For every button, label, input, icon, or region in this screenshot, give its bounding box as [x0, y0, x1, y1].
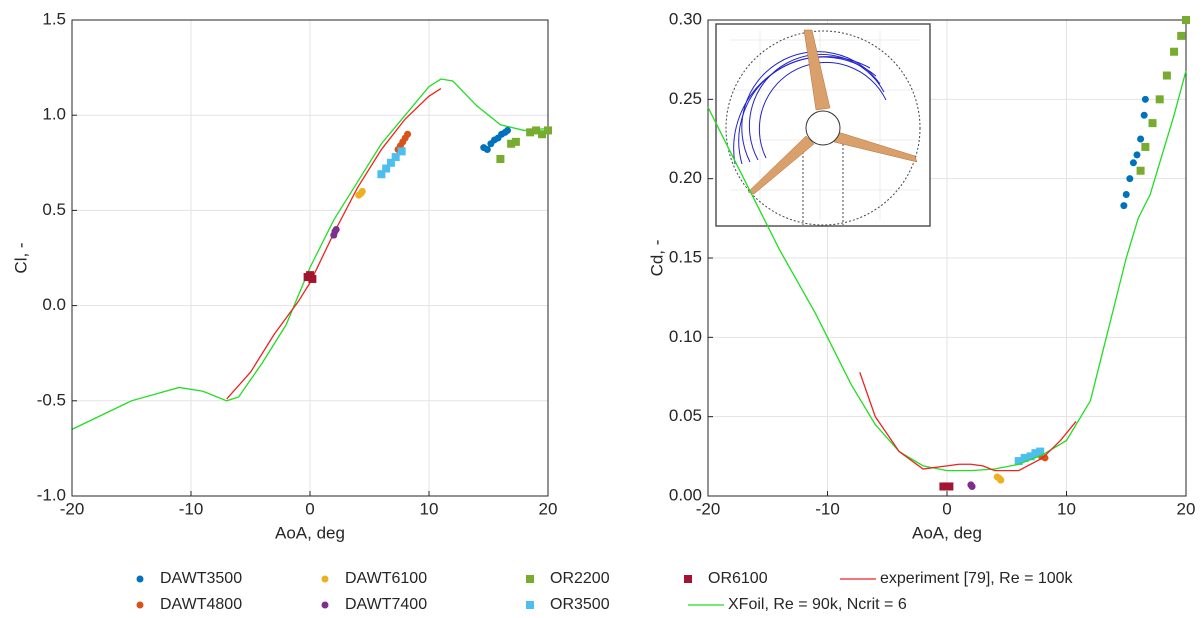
marker: [332, 225, 340, 233]
marker: [997, 476, 1005, 484]
legend-label: XFoil, Re = 90k, Ncrit = 6: [728, 596, 907, 613]
marker: [1026, 452, 1035, 461]
legend-label: experiment [79], Re = 100k: [880, 570, 1074, 587]
marker: [1126, 175, 1134, 183]
x-tick-label: 0: [942, 499, 951, 518]
legend-label: DAWT6100: [345, 570, 427, 587]
y-tick-label: 0.5: [42, 200, 66, 219]
x-tick-label: 0: [305, 499, 314, 518]
y-tick-label: -0.5: [37, 390, 66, 409]
y-tick-label: 0.0: [42, 295, 66, 314]
marker: [1020, 453, 1029, 462]
legend-label: OR2200: [550, 570, 610, 587]
marker: [358, 187, 366, 195]
axes-frame: [707, 19, 1187, 497]
y-tick-label: 0.20: [669, 168, 702, 187]
x-axis-label: AoA, deg: [912, 523, 982, 542]
marker: [507, 139, 516, 148]
marker: [1031, 449, 1040, 458]
marker: [1036, 447, 1045, 456]
legend-swatch: [526, 575, 534, 583]
marker: [386, 158, 395, 167]
axes-frame: [71, 19, 549, 497]
y-tick-label: 1.5: [42, 9, 66, 28]
marker: [1014, 457, 1023, 466]
y-axis-label: Cd, -: [647, 240, 666, 277]
marker: [538, 130, 547, 139]
x-tick-label: 20: [1177, 499, 1196, 518]
y-tick-label: 0.25: [669, 89, 702, 108]
legend-swatch: [136, 601, 144, 609]
y-tick-label: 1.0: [42, 105, 66, 124]
x-tick-label: -20: [696, 499, 721, 518]
marker: [1177, 31, 1186, 40]
marker: [1129, 159, 1137, 167]
x-tick-label: 20: [539, 499, 558, 518]
marker: [526, 128, 535, 137]
legend-swatch: [526, 601, 534, 609]
marker: [483, 145, 491, 153]
legend-swatch: [684, 575, 692, 583]
blades: [747, 29, 918, 195]
y-tick-label: 0.00: [669, 485, 702, 504]
hub: [805, 110, 841, 146]
marker: [391, 153, 400, 162]
marker: [1141, 142, 1150, 151]
line: [71, 78, 549, 430]
marker: [968, 482, 976, 490]
marker: [397, 147, 406, 156]
x-tick-label: 10: [420, 499, 439, 518]
y-tick-label: -1.0: [37, 485, 66, 504]
blade-arcs: [733, 51, 887, 165]
marker: [945, 482, 954, 491]
marker: [1133, 151, 1141, 159]
legend-label: OR3500: [550, 596, 610, 613]
rotor-circle: [725, 30, 921, 226]
line: [859, 372, 1077, 472]
marker: [1041, 454, 1049, 462]
legend-swatch: [136, 575, 144, 583]
x-axis-label: AoA, deg: [275, 523, 345, 542]
y-tick-label: 0.05: [669, 406, 702, 425]
marker: [1170, 47, 1179, 56]
marker: [308, 274, 317, 283]
legend-swatch: [321, 575, 329, 583]
legend-label: OR6100: [708, 570, 768, 587]
marker: [377, 170, 386, 179]
line: [707, 70, 1187, 472]
x-tick-label: 10: [1057, 499, 1076, 518]
marker: [1122, 191, 1130, 199]
marker: [382, 164, 391, 173]
x-tick-label: -10: [815, 499, 840, 518]
marker: [496, 154, 505, 163]
marker: [1140, 111, 1148, 119]
marker: [544, 126, 552, 135]
marker: [1141, 95, 1149, 103]
legend-label: DAWT7400: [345, 596, 427, 613]
y-tick-label: 0.10: [669, 327, 702, 346]
y-axis-label: Cl, -: [11, 242, 30, 273]
x-tick-label: -10: [179, 499, 204, 518]
marker: [1137, 135, 1145, 143]
y-tick-label: 0.15: [669, 247, 702, 266]
marker: [1120, 202, 1128, 210]
marker: [504, 126, 512, 134]
marker: [1162, 71, 1171, 80]
legend-label: DAWT3500: [160, 570, 242, 587]
marker: [1136, 166, 1145, 175]
marker: [404, 130, 412, 138]
legend-swatch: [321, 601, 329, 609]
marker: [1148, 119, 1157, 128]
turbine-inset: [715, 23, 931, 227]
marker: [1182, 16, 1190, 24]
marker: [532, 126, 541, 135]
legend-label: DAWT4800: [160, 596, 242, 613]
y-tick-label: 0.30: [669, 9, 702, 28]
x-tick-label: -20: [60, 499, 85, 518]
marker: [511, 137, 520, 146]
marker: [1155, 95, 1164, 104]
